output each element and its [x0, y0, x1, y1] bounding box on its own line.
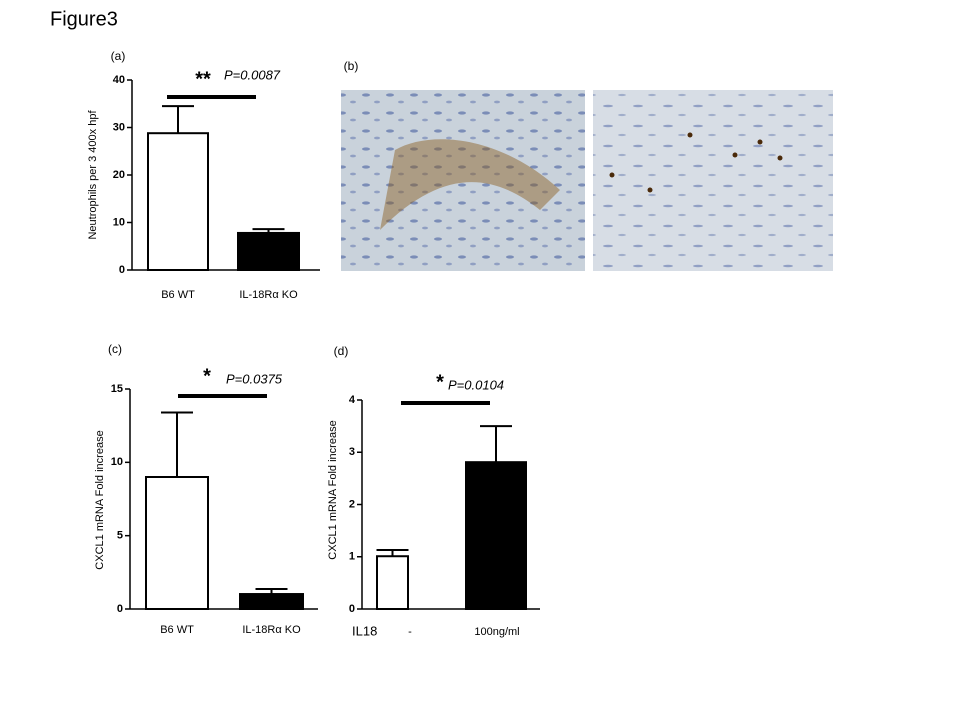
x-tick-label: IL-18Rα KO	[239, 289, 298, 301]
y-tick-label: 15	[111, 383, 123, 395]
x-tick-label: B6 WT	[161, 289, 195, 301]
x-tick-label: IL-18Rα KO	[242, 624, 301, 636]
bar	[145, 476, 209, 610]
panel-label: (a)	[111, 49, 126, 63]
y-tick-label: 30	[113, 121, 125, 133]
panel-label: (b)	[344, 59, 359, 73]
y-tick-label: 0	[117, 603, 123, 615]
stain-dot	[647, 187, 653, 193]
panel-label: (c)	[108, 342, 122, 356]
stain-dot	[609, 172, 615, 178]
significance-mark: *	[203, 365, 211, 387]
significance-mark: *	[436, 371, 444, 393]
micrograph	[341, 90, 585, 271]
p-value: P=0.0104	[448, 377, 504, 392]
stain-dot	[687, 132, 693, 138]
p-value: P=0.0375	[226, 371, 283, 386]
x-tick-label: B6 WT	[160, 624, 194, 636]
y-tick-label: 0	[349, 603, 355, 615]
y-tick-label: 10	[111, 456, 123, 468]
micrograph	[593, 90, 833, 271]
stain-dot	[777, 155, 783, 161]
y-axis-label: CXCL1 mRNA Fold increase	[327, 420, 339, 559]
y-tick-label: 4	[349, 394, 356, 406]
y-tick-label: 5	[117, 530, 123, 542]
x-tick-label: -	[408, 626, 412, 638]
stain-dot	[732, 152, 738, 158]
stain	[380, 139, 560, 230]
y-tick-label: 20	[113, 169, 125, 181]
y-tick-label: 40	[113, 74, 125, 86]
significance-mark: **	[195, 68, 211, 90]
x-axis-label: IL18	[352, 623, 377, 638]
y-tick-label: 2	[349, 498, 355, 510]
y-tick-label: 3	[349, 446, 355, 458]
y-axis-label: Neutrophils per 3 400x hpf	[87, 110, 99, 240]
p-value: P=0.0087	[224, 67, 281, 82]
y-tick-label: 0	[119, 264, 125, 276]
bar	[237, 231, 300, 271]
y-axis-label: CXCL1 mRNA Fold increase	[94, 430, 106, 569]
panel-label: (d)	[334, 344, 349, 358]
figure-title: Figure3	[50, 8, 118, 30]
x-tick-label: 100ng/ml	[474, 626, 519, 638]
y-tick-label: 1	[349, 551, 355, 563]
bar	[465, 461, 527, 610]
bar	[376, 555, 409, 610]
bar	[147, 132, 209, 271]
y-tick-label: 10	[113, 216, 125, 228]
bar	[239, 593, 304, 610]
stain-dot	[757, 139, 763, 145]
